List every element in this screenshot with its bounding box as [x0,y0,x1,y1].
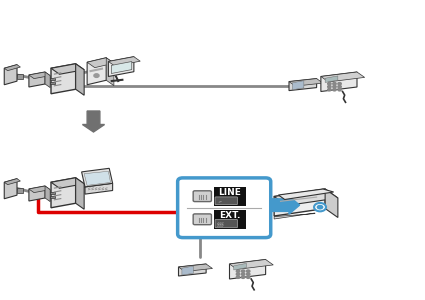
Bar [17,188,23,193]
Circle shape [241,270,245,272]
Circle shape [94,74,99,77]
Polygon shape [85,183,113,194]
Polygon shape [87,58,114,68]
Polygon shape [234,263,246,270]
Polygon shape [321,72,365,82]
Polygon shape [108,57,134,76]
Polygon shape [29,72,50,79]
Circle shape [246,273,250,275]
Polygon shape [274,189,338,206]
Circle shape [333,82,336,85]
Polygon shape [230,260,266,279]
Polygon shape [51,64,76,94]
Polygon shape [289,79,317,91]
Text: EXT.: EXT. [219,211,241,220]
Polygon shape [29,72,45,87]
Polygon shape [111,61,132,74]
Circle shape [333,85,336,88]
Polygon shape [76,178,84,209]
Polygon shape [178,264,212,272]
Polygon shape [274,213,315,219]
Bar [50,196,55,198]
FancyBboxPatch shape [193,191,211,202]
Polygon shape [87,58,106,85]
FancyBboxPatch shape [215,197,238,205]
Bar [50,82,55,84]
Circle shape [328,85,331,88]
Polygon shape [4,178,20,184]
Polygon shape [82,168,113,187]
Circle shape [338,85,341,88]
Polygon shape [106,58,114,86]
FancyBboxPatch shape [215,219,238,228]
Polygon shape [278,189,334,200]
FancyBboxPatch shape [193,214,211,225]
Polygon shape [325,189,338,218]
Polygon shape [4,178,17,199]
Circle shape [246,276,250,278]
Circle shape [241,273,245,275]
Circle shape [236,273,240,275]
Bar [214,210,246,229]
FancyArrow shape [82,111,105,132]
Bar [214,187,246,206]
Polygon shape [108,57,140,66]
Circle shape [333,88,336,91]
Polygon shape [76,64,84,95]
Circle shape [236,270,240,272]
Circle shape [314,203,326,211]
Polygon shape [178,264,206,276]
Polygon shape [45,186,50,202]
Circle shape [241,276,245,278]
Bar [50,78,55,80]
Polygon shape [4,64,20,70]
Polygon shape [51,178,76,208]
Polygon shape [182,266,193,275]
Polygon shape [29,186,45,201]
Bar [17,74,23,79]
Polygon shape [325,76,338,83]
FancyArrow shape [268,196,300,214]
Polygon shape [4,64,17,85]
Polygon shape [45,72,50,88]
Circle shape [338,88,341,91]
Circle shape [246,270,250,272]
FancyBboxPatch shape [178,178,271,238]
Polygon shape [84,171,110,185]
Polygon shape [51,64,84,74]
Polygon shape [51,178,84,188]
Circle shape [328,82,331,85]
Text: LINE: LINE [218,188,241,197]
Polygon shape [274,189,325,216]
Circle shape [328,88,331,91]
Circle shape [317,205,323,209]
Polygon shape [29,186,50,193]
Bar [50,192,55,194]
Circle shape [338,82,341,85]
Polygon shape [289,79,323,86]
Circle shape [236,276,240,278]
Polygon shape [321,72,357,92]
Polygon shape [292,81,304,90]
Polygon shape [230,260,273,269]
